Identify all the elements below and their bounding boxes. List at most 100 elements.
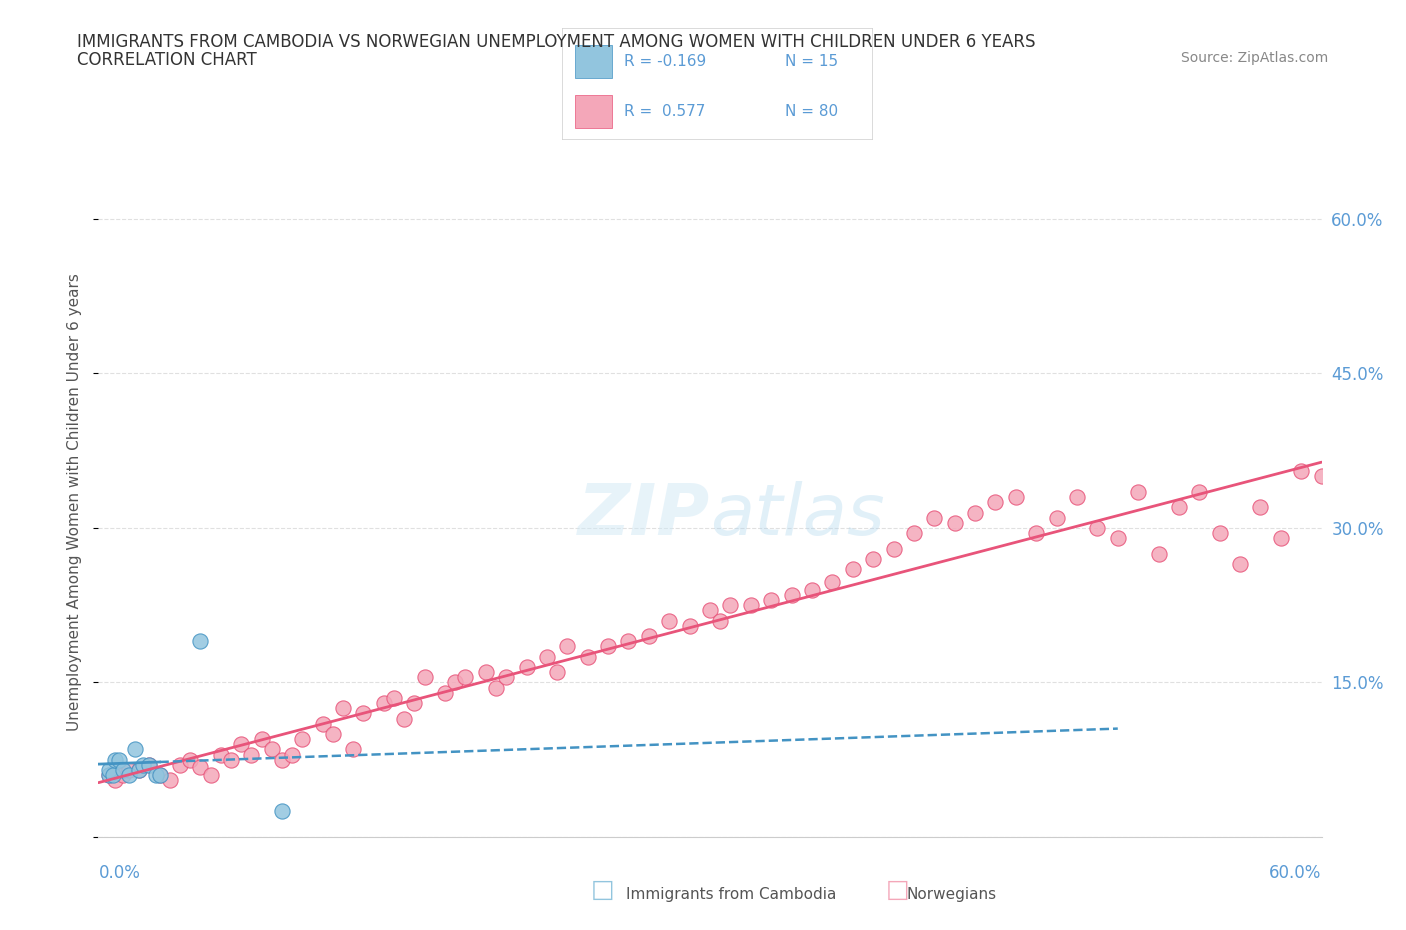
Point: [128, 763, 150, 777]
Point: [546, 665, 568, 680]
Point: [382, 690, 405, 705]
Point: [1128, 485, 1150, 499]
Point: [128, 763, 150, 777]
Point: [200, 768, 222, 783]
Text: 0.0%: 0.0%: [98, 864, 141, 882]
Point: [943, 515, 966, 530]
Point: [322, 726, 344, 741]
Point: [557, 639, 579, 654]
Point: [699, 603, 721, 618]
Point: [332, 701, 354, 716]
Point: [1045, 511, 1069, 525]
Point: [1167, 500, 1189, 515]
Point: [617, 634, 640, 649]
Point: [1229, 556, 1251, 571]
Point: [984, 495, 1007, 510]
Point: [179, 752, 201, 767]
Text: ZIP: ZIP: [578, 481, 710, 550]
Text: CORRELATION CHART: CORRELATION CHART: [77, 51, 257, 69]
Point: [516, 659, 538, 674]
Text: 60.0%: 60.0%: [1270, 864, 1322, 882]
Point: [598, 639, 620, 654]
Point: [841, 562, 863, 577]
Point: [821, 574, 844, 589]
Point: [101, 768, 124, 783]
Point: [118, 763, 141, 777]
Point: [413, 670, 436, 684]
Text: Source: ZipAtlas.com: Source: ZipAtlas.com: [1181, 51, 1329, 65]
Point: [124, 742, 146, 757]
Point: [903, 525, 925, 540]
Point: [281, 747, 304, 762]
Point: [111, 763, 134, 777]
Y-axis label: Unemployment Among Women with Children Under 6 years: Unemployment Among Women with Children U…: [67, 273, 83, 731]
Point: [352, 706, 374, 721]
Point: [1270, 531, 1292, 546]
Text: □: □: [886, 878, 910, 902]
Point: [1085, 521, 1108, 536]
Point: [138, 757, 160, 772]
Text: R = -0.169: R = -0.169: [624, 54, 706, 69]
Point: [108, 752, 131, 767]
Point: [1291, 464, 1313, 479]
Point: [108, 763, 131, 777]
Point: [709, 613, 731, 628]
Text: R =  0.577: R = 0.577: [624, 104, 706, 119]
Point: [342, 742, 364, 757]
Point: [111, 768, 134, 783]
Text: Immigrants from Cambodia: Immigrants from Cambodia: [626, 887, 837, 902]
Point: [312, 716, 335, 731]
Point: [740, 598, 762, 613]
Point: [1107, 531, 1129, 546]
Point: [240, 747, 263, 762]
Point: [495, 670, 517, 684]
Point: [270, 804, 294, 818]
Point: [638, 629, 661, 644]
Point: [373, 696, 395, 711]
Text: atlas: atlas: [710, 481, 884, 550]
Point: [883, 541, 905, 556]
Point: [1310, 469, 1333, 484]
Point: [149, 768, 172, 783]
Point: [761, 592, 783, 607]
Point: [250, 732, 273, 747]
Point: [576, 649, 599, 664]
Point: [104, 752, 127, 767]
Point: [658, 613, 681, 628]
Text: □: □: [591, 878, 614, 902]
Point: [97, 768, 120, 783]
Point: [965, 505, 987, 520]
Point: [1209, 525, 1232, 540]
Point: [188, 634, 212, 649]
Point: [780, 588, 803, 603]
Point: [145, 768, 167, 783]
Point: [149, 768, 172, 783]
Text: IMMIGRANTS FROM CAMBODIA VS NORWEGIAN UNEMPLOYMENT AMONG WOMEN WITH CHILDREN UND: IMMIGRANTS FROM CAMBODIA VS NORWEGIAN UN…: [77, 33, 1036, 50]
Point: [434, 685, 457, 700]
Point: [209, 747, 232, 762]
Point: [679, 618, 702, 633]
Point: [474, 665, 498, 680]
Point: [1025, 525, 1047, 540]
Point: [922, 511, 945, 525]
Point: [104, 773, 127, 788]
Point: [801, 582, 824, 597]
Point: [862, 551, 884, 566]
Point: [260, 742, 283, 757]
FancyBboxPatch shape: [575, 45, 612, 78]
Point: [1188, 485, 1211, 499]
Point: [536, 649, 558, 664]
Point: [1066, 489, 1088, 504]
Point: [97, 763, 120, 777]
Point: [444, 675, 467, 690]
Point: [1147, 546, 1170, 561]
Point: [404, 696, 426, 711]
Point: [1004, 489, 1026, 504]
Text: N = 15: N = 15: [785, 54, 838, 69]
Point: [97, 768, 120, 783]
Point: [118, 768, 141, 783]
Point: [291, 732, 314, 747]
Point: [392, 711, 416, 726]
Point: [138, 757, 160, 772]
Point: [485, 680, 508, 695]
